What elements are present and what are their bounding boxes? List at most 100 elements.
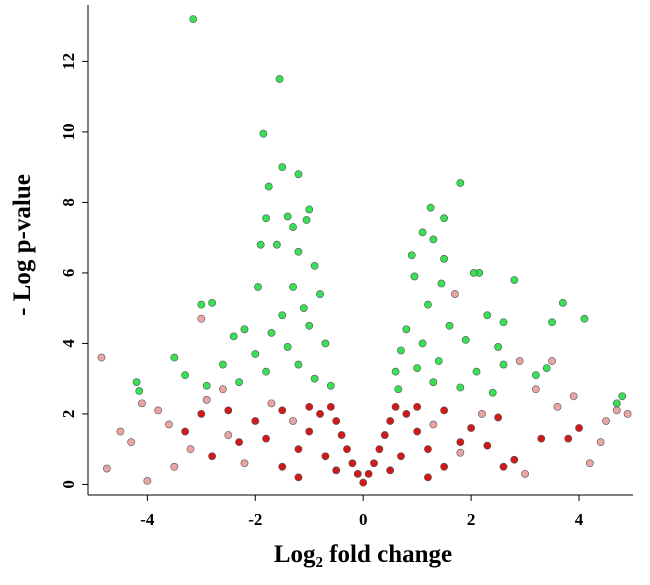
- point: [553, 402, 562, 411]
- point: [531, 385, 540, 394]
- x-tick-label: 2: [467, 510, 476, 529]
- point: [440, 254, 449, 263]
- point: [256, 240, 265, 249]
- point: [375, 445, 384, 454]
- point: [305, 205, 314, 214]
- point: [208, 298, 217, 307]
- point: [102, 464, 111, 473]
- point: [127, 438, 136, 447]
- point: [413, 402, 422, 411]
- point: [299, 304, 308, 313]
- point: [564, 434, 573, 443]
- point: [294, 445, 303, 454]
- point: [326, 381, 335, 390]
- point: [623, 410, 632, 418]
- point: [197, 314, 206, 323]
- point: [170, 353, 179, 362]
- point: [254, 283, 262, 291]
- point: [424, 300, 432, 309]
- point: [235, 378, 243, 387]
- point: [478, 410, 486, 418]
- point: [332, 417, 341, 425]
- point: [451, 290, 459, 298]
- point: [494, 413, 502, 422]
- point: [224, 431, 233, 439]
- point: [143, 476, 152, 485]
- y-tick-label: 2: [59, 410, 78, 419]
- point: [251, 417, 260, 425]
- point: [402, 410, 411, 418]
- point: [302, 216, 311, 224]
- point: [278, 163, 287, 172]
- point: [510, 455, 519, 464]
- point: [189, 15, 198, 24]
- point: [413, 427, 422, 436]
- x-tick-label: 0: [359, 510, 368, 529]
- point: [531, 371, 540, 380]
- point: [521, 469, 529, 478]
- point: [456, 438, 465, 447]
- point: [289, 283, 297, 291]
- point: [483, 441, 492, 450]
- point: [262, 434, 270, 443]
- y-tick-label: 8: [59, 198, 78, 207]
- point: [445, 321, 454, 330]
- point: [305, 427, 314, 436]
- point: [132, 378, 141, 387]
- point: [386, 466, 395, 475]
- point: [251, 350, 260, 358]
- point: [499, 360, 508, 369]
- point: [612, 406, 621, 415]
- point: [294, 247, 303, 256]
- point: [332, 466, 341, 475]
- point: [267, 328, 276, 337]
- point: [262, 214, 270, 223]
- point: [596, 438, 605, 447]
- y-tick-label: 12: [59, 53, 78, 70]
- x-axis-label: Log₂ fold change: [274, 541, 452, 568]
- point: [440, 406, 449, 415]
- point: [202, 381, 211, 390]
- point: [208, 452, 217, 461]
- point: [289, 223, 297, 231]
- point: [278, 462, 287, 471]
- point: [278, 406, 287, 415]
- point: [426, 203, 435, 212]
- point: [235, 438, 243, 447]
- point: [219, 360, 227, 369]
- point: [275, 75, 284, 83]
- point: [135, 387, 144, 395]
- point: [488, 388, 497, 397]
- point: [456, 179, 465, 187]
- point: [289, 417, 297, 425]
- point: [397, 346, 405, 355]
- point: [294, 473, 303, 482]
- point: [294, 170, 303, 179]
- point: [537, 434, 546, 443]
- point: [418, 339, 427, 348]
- point: [575, 424, 583, 432]
- point: [181, 427, 190, 436]
- point: [580, 314, 589, 323]
- point: [240, 459, 249, 468]
- point: [424, 473, 432, 482]
- point: [321, 339, 330, 348]
- point: [197, 300, 206, 309]
- point: [181, 371, 190, 380]
- point: [410, 272, 419, 281]
- point: [321, 452, 330, 461]
- point: [472, 367, 481, 376]
- point: [202, 395, 211, 404]
- point: [197, 410, 206, 418]
- point: [548, 357, 556, 365]
- point: [440, 462, 449, 471]
- point: [267, 399, 276, 408]
- point: [264, 182, 273, 191]
- point: [467, 424, 476, 432]
- point: [240, 325, 249, 334]
- point: [569, 392, 578, 401]
- point: [440, 214, 449, 223]
- point: [618, 392, 627, 401]
- point: [337, 431, 346, 439]
